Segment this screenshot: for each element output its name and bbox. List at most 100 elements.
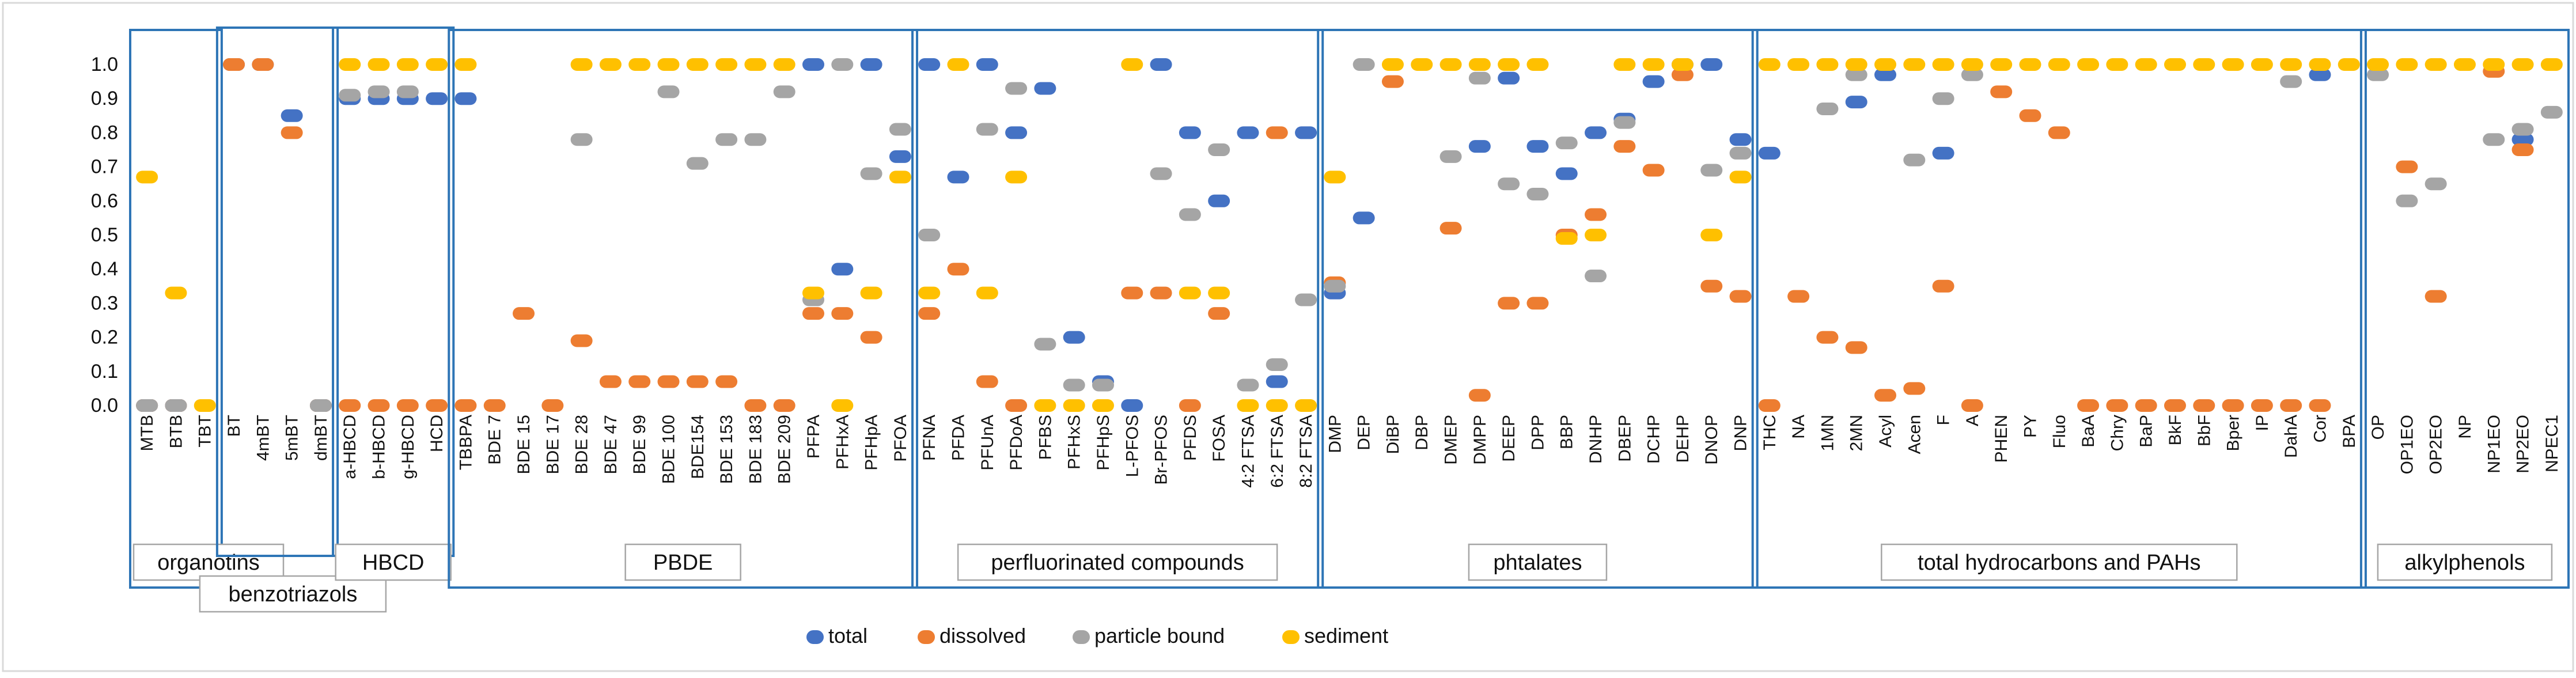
marker-sediment	[1729, 171, 1752, 184]
marker-sediment	[2135, 58, 2157, 71]
marker-sediment	[165, 286, 187, 300]
x-tick-label: 4mBT	[253, 415, 272, 461]
group-label-box	[957, 543, 1278, 581]
x-tick-label: BDE 47	[601, 415, 620, 474]
marker-sediment	[2251, 58, 2273, 71]
marker-sediment	[657, 58, 680, 71]
marker-dissolved	[281, 126, 303, 139]
marker-dissolved	[1961, 399, 1983, 412]
x-tick-label: NA	[1789, 415, 1808, 439]
group-label: PBDE	[653, 551, 713, 575]
marker-dissolved	[1381, 75, 1404, 88]
marker-total	[281, 109, 303, 122]
marker-dissolved	[2019, 109, 2041, 122]
marker-dissolved	[396, 399, 419, 412]
group-label-box	[2377, 543, 2553, 581]
marker-particle-bound	[860, 167, 882, 180]
marker-sediment	[831, 399, 854, 412]
marker-sediment	[889, 171, 911, 184]
marker-particle-bound	[976, 123, 998, 136]
marker-sediment	[426, 58, 448, 71]
marker-total	[1642, 75, 1665, 88]
x-tick-label: TBT	[196, 415, 215, 448]
x-tick-label: DMP	[1325, 415, 1344, 453]
y-tick-label: 1.0	[91, 54, 118, 75]
marker-total	[976, 58, 998, 71]
marker-sediment	[1932, 58, 1954, 71]
marker-sediment	[2280, 58, 2302, 71]
group-label: alkylphenols	[2404, 551, 2525, 575]
marker-particle-bound	[2483, 133, 2505, 146]
x-tick-label: OP	[2369, 415, 2388, 440]
marker-dissolved	[1932, 279, 1954, 293]
group-box-phtalates	[1317, 29, 1759, 589]
marker-dissolved	[1729, 290, 1752, 303]
x-tick-label: 6:2 FTSA	[1268, 415, 1287, 488]
x-tick-label: Acyl	[1876, 415, 1895, 448]
marker-total	[889, 150, 911, 163]
marker-particle-bound	[396, 85, 419, 99]
marker-sediment	[1381, 58, 1404, 71]
group-label: HBCD	[362, 551, 425, 575]
x-tick-label: DEEP	[1499, 415, 1518, 462]
marker-dissolved	[1990, 85, 2013, 99]
marker-dissolved	[918, 307, 941, 320]
x-tick-label: PFDoA	[1007, 415, 1026, 471]
x-tick-label: PFHxS	[1065, 415, 1084, 469]
marker-particle-bound	[1353, 58, 1375, 71]
marker-sediment	[454, 58, 477, 71]
marker-particle-bound	[657, 85, 680, 99]
marker-sediment	[1671, 58, 1694, 71]
marker-sediment	[2540, 58, 2563, 71]
x-tick-label: DMPP	[1471, 415, 1490, 465]
marker-sediment	[1990, 58, 2013, 71]
marker-dissolved	[2511, 143, 2534, 156]
marker-sediment	[1903, 58, 1926, 71]
marker-sediment	[1237, 399, 1259, 412]
marker-sediment	[1063, 399, 1085, 412]
marker-particle-bound	[1208, 143, 1230, 156]
marker-dissolved	[2048, 126, 2070, 139]
group-box-alkylphenols	[2359, 29, 2570, 589]
marker-total	[426, 92, 448, 105]
marker-sediment	[1324, 171, 1346, 184]
marker-particle-bound	[1324, 279, 1346, 293]
x-tick-label: BDE 28	[573, 415, 592, 474]
marker-dissolved	[426, 399, 448, 412]
x-tick-label: 2MN	[1847, 415, 1866, 451]
x-tick-label: BDE 15	[514, 415, 533, 474]
x-tick-label: BDE 7	[486, 415, 505, 465]
marker-dissolved	[2251, 399, 2273, 412]
group-label-box	[1468, 543, 1608, 581]
x-tick-label: BaP	[2137, 415, 2156, 448]
group-label-box	[199, 575, 387, 613]
marker-sediment	[2048, 58, 2070, 71]
marker-total	[1700, 58, 1723, 71]
x-tick-label: 5mBT	[283, 415, 302, 461]
marker-particle-bound	[1845, 68, 1867, 81]
group-box-PBDE	[448, 29, 919, 589]
x-tick-label: DBEP	[1615, 415, 1634, 462]
marker-sediment	[2483, 58, 2505, 71]
marker-dissolved	[483, 399, 506, 412]
marker-dissolved	[1613, 140, 1636, 153]
x-tick-label: b-HBCD	[370, 415, 389, 479]
marker-sediment	[1179, 286, 1201, 300]
x-tick-label: DahA	[2282, 415, 2301, 458]
x-tick-label: PY	[2021, 415, 2040, 438]
marker-sediment	[1468, 58, 1491, 71]
marker-sediment	[2511, 58, 2534, 71]
marker-total	[1526, 140, 1549, 153]
marker-total	[831, 263, 854, 276]
x-tick-label: DNHP	[1586, 415, 1605, 464]
x-tick-label: BTB	[166, 415, 185, 448]
marker-particle-bound	[1237, 378, 1259, 392]
marker-sediment	[2019, 58, 2041, 71]
legend-label: particle bound	[1094, 624, 1225, 647]
x-tick-label: A	[1963, 415, 1982, 426]
marker-particle-bound	[2367, 68, 2389, 81]
x-tick-label: Fluo	[2050, 415, 2069, 448]
marker-total	[802, 58, 824, 71]
x-tick-label: BDE 183	[746, 415, 765, 484]
marker-sediment	[396, 58, 419, 71]
